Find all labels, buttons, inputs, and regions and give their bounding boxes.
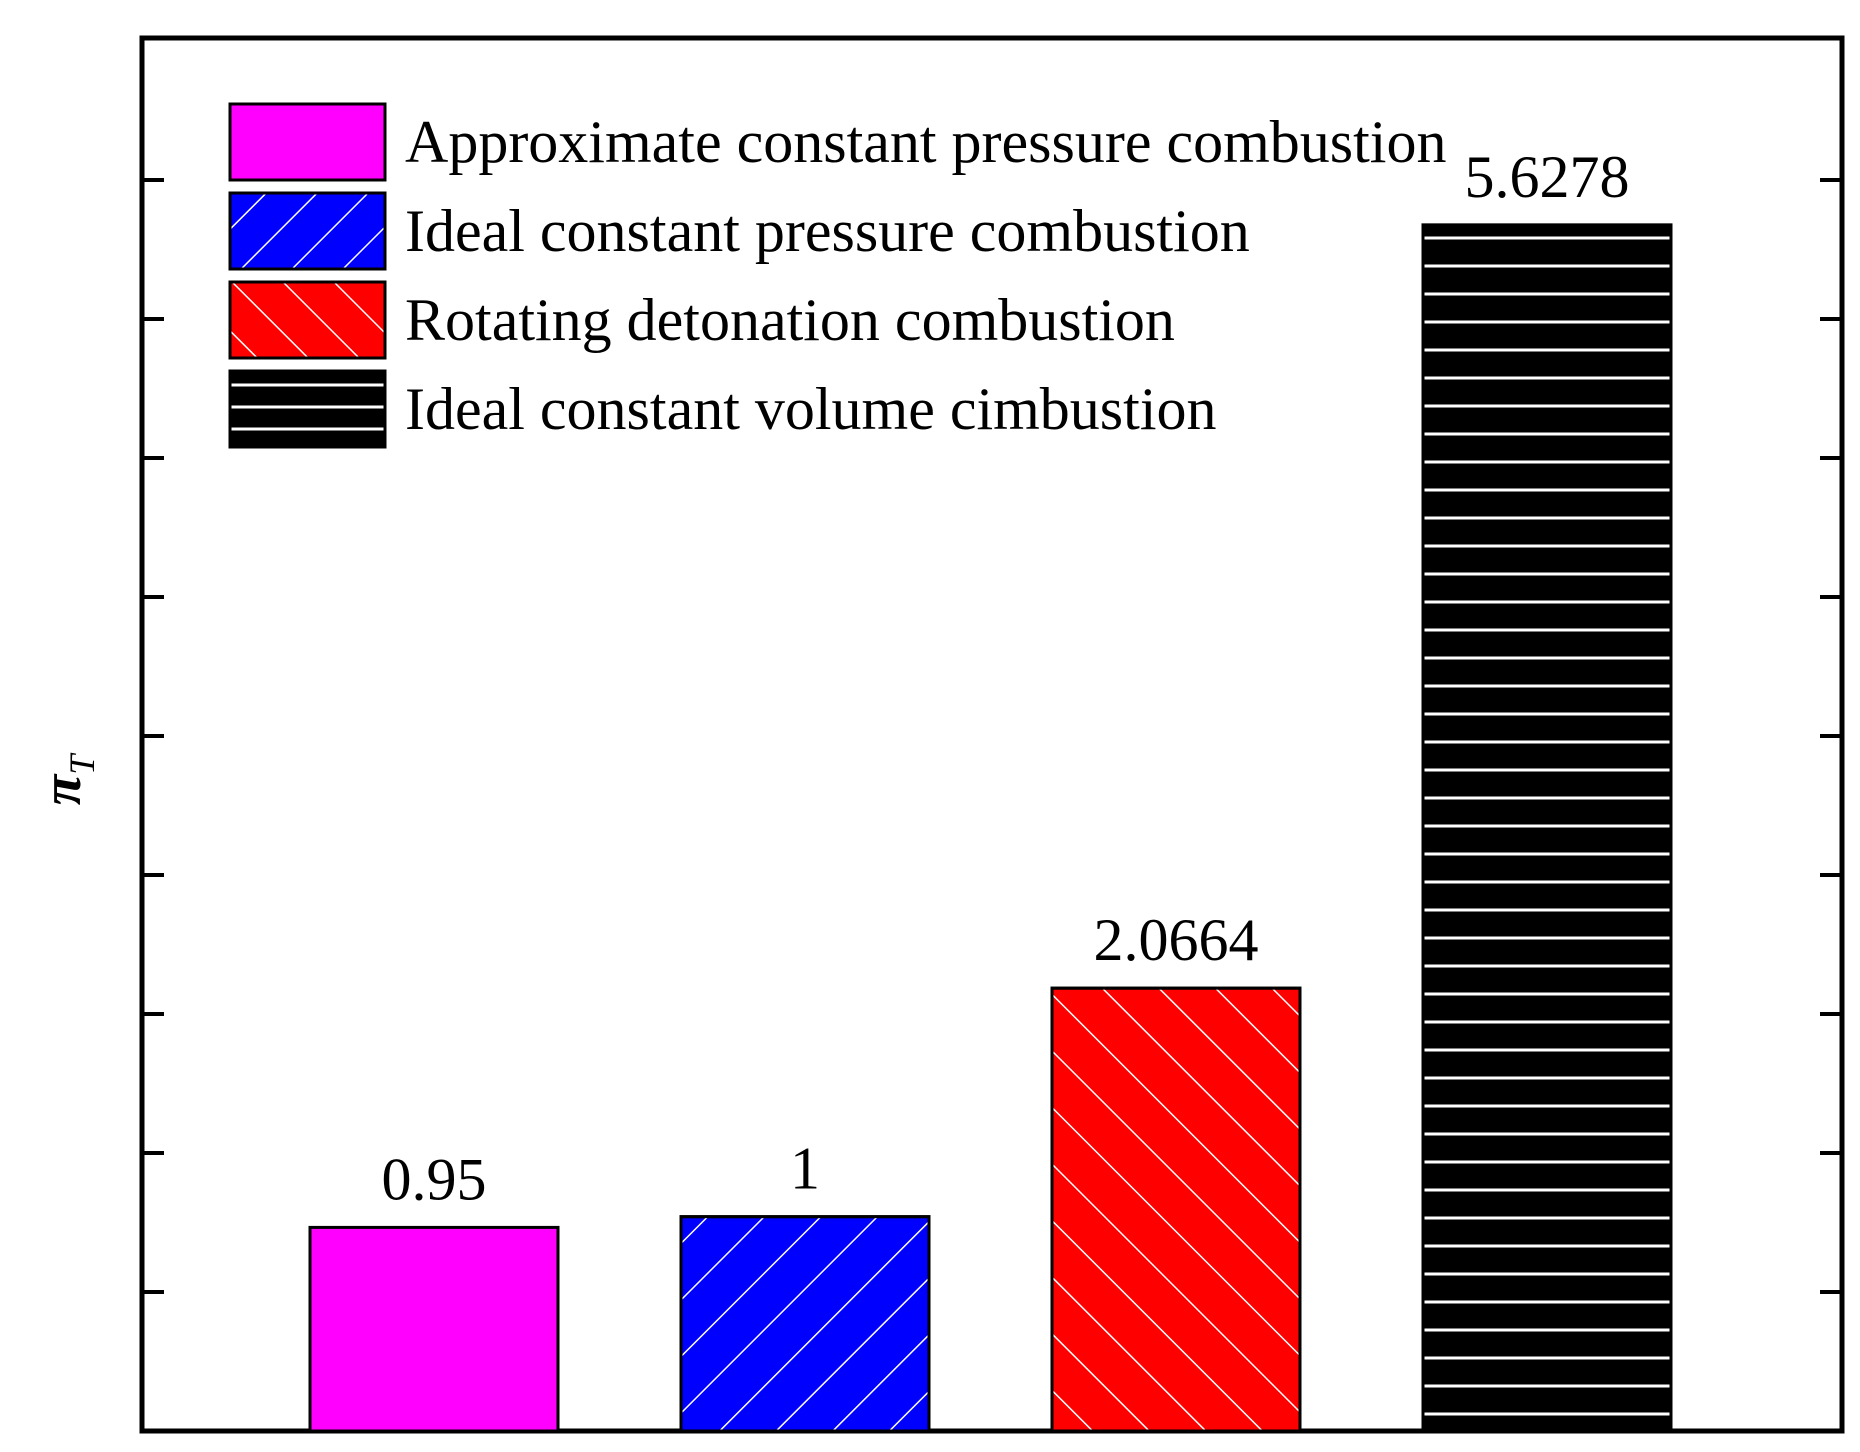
bar-hatch xyxy=(1421,223,1673,1433)
data-labels-group: 0.95 1 2.0664 5.6278 xyxy=(382,144,1630,1212)
bar-hatch xyxy=(679,1215,931,1433)
y-axis-label-subscript: T xyxy=(62,752,102,775)
legend: Approximate constant pressure combustion… xyxy=(228,102,1446,449)
legend-label: Approximate constant pressure combustion xyxy=(405,109,1446,175)
data-label: 1 xyxy=(790,1136,820,1202)
data-label: 0.95 xyxy=(382,1146,487,1212)
legend-swatch-hatch xyxy=(228,369,387,449)
legend-label: Ideal constant pressure combustion xyxy=(405,198,1250,264)
y-axis-label: πT xyxy=(31,752,102,806)
bar xyxy=(308,1225,560,1433)
data-label: 2.0664 xyxy=(1094,907,1259,973)
data-label: 5.6278 xyxy=(1465,144,1630,210)
bars-group xyxy=(308,223,1673,1433)
legend-label: Ideal constant volume cimbustion xyxy=(405,376,1217,442)
legend-swatch xyxy=(228,102,387,182)
legend-label: Rotating detonation combustion xyxy=(405,287,1175,353)
y-axis-label-symbol: π xyxy=(31,773,93,805)
legend-swatch-hatch xyxy=(228,280,387,360)
legend-swatch-hatch xyxy=(228,191,387,271)
bar-hatch xyxy=(1050,986,1302,1433)
y-axis-ticks xyxy=(142,178,1842,1294)
